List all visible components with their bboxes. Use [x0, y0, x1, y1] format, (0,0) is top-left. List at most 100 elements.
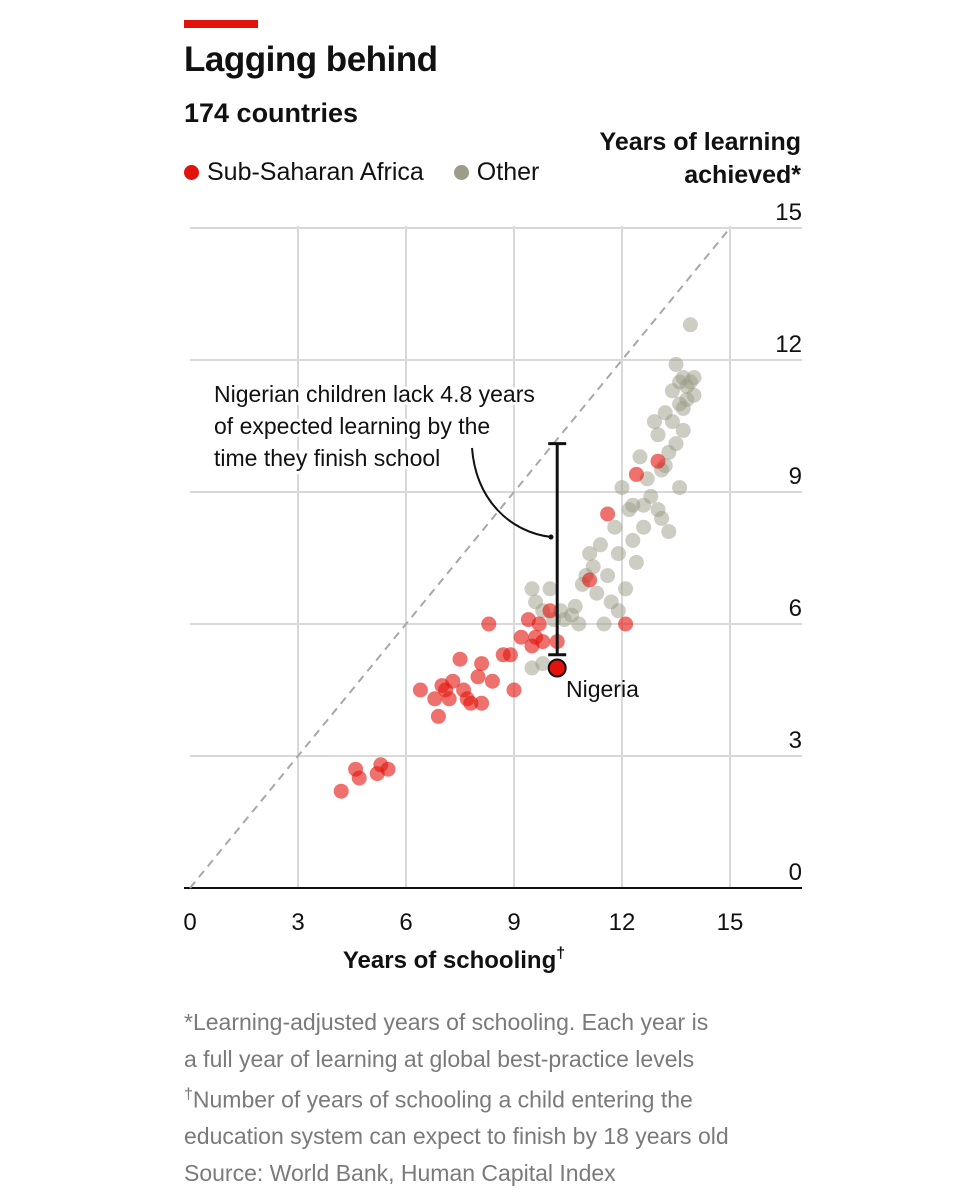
- point-other: [571, 616, 587, 632]
- point-sub-saharan-africa: [535, 634, 551, 650]
- x-tick-label: 3: [291, 909, 304, 936]
- point-other: [535, 656, 551, 672]
- point-other: [625, 497, 641, 513]
- point-other: [582, 546, 598, 562]
- chart-title: Lagging behind: [184, 40, 438, 79]
- footnote-line-2: a full year of learning at global best-p…: [184, 1045, 695, 1072]
- point-sub-saharan-africa: [618, 616, 634, 632]
- y-axis-title: Years of learning achieved*: [600, 126, 801, 192]
- point-other: [589, 585, 605, 601]
- point-sub-saharan-africa: [333, 783, 349, 799]
- nigeria-label: Nigeria: [566, 676, 639, 702]
- point-other: [610, 546, 626, 562]
- point-other: [686, 370, 702, 386]
- point-other: [625, 532, 641, 548]
- y-tick-label: 3: [789, 727, 802, 754]
- point-sub-saharan-africa: [474, 656, 490, 672]
- point-other: [636, 519, 652, 535]
- point-other: [664, 414, 680, 430]
- legend-item-sub-saharan-africa: Sub-Saharan Africa: [184, 158, 424, 187]
- y-tick-label: 12: [775, 331, 802, 358]
- point-other: [542, 581, 558, 597]
- legend-swatch-grey: [453, 165, 469, 180]
- point-other: [607, 519, 623, 535]
- point-sub-saharan-africa: [650, 453, 666, 469]
- dagger-marker: †: [184, 1086, 193, 1103]
- point-other: [600, 568, 616, 584]
- point-other: [618, 581, 634, 597]
- source-note: Source: World Bank, Human Capital Index: [184, 1159, 616, 1186]
- x-tick-label: 15: [717, 909, 744, 936]
- point-other: [672, 480, 688, 496]
- point-sub-saharan-africa: [445, 673, 461, 689]
- point-sub-saharan-africa: [351, 770, 367, 786]
- point-sub-saharan-africa: [463, 695, 479, 711]
- point-sub-saharan-africa: [481, 616, 497, 632]
- point-sub-saharan-africa: [427, 691, 443, 707]
- point-other: [610, 603, 626, 619]
- point-other: [592, 537, 608, 553]
- x-tick-label: 6: [399, 909, 412, 936]
- x-axis-title-marker: †: [556, 945, 565, 962]
- legend-item-other: Other: [453, 158, 540, 187]
- y-tick-label: 0: [789, 859, 802, 886]
- chart-subtitle: 174 countries: [184, 98, 359, 128]
- footnote-line-4: education system can expect to finish by…: [184, 1123, 729, 1150]
- y-tick-label: 15: [775, 199, 802, 226]
- point-sub-saharan-africa: [531, 616, 547, 632]
- y-axis-title-line2: achieved*: [684, 161, 801, 189]
- point-other: [646, 414, 662, 430]
- annotation-leader-dot: [548, 534, 554, 540]
- footnote-line-3: †Number of years of schooling a child en…: [184, 1077, 729, 1118]
- point-sub-saharan-africa: [502, 647, 518, 663]
- point-other: [654, 510, 670, 526]
- legend-label: Other: [476, 158, 540, 186]
- footnotes: *Learning-adjusted years of schooling. E…: [184, 1004, 729, 1191]
- accent-bar: [184, 20, 258, 28]
- point-other: [682, 317, 698, 333]
- parity-diagonal-line: [189, 227, 731, 889]
- x-axis-title: Years of schooling†: [343, 945, 565, 974]
- point-other: [628, 554, 644, 570]
- x-tick-label: 12: [609, 909, 636, 936]
- point-other: [668, 436, 684, 452]
- footnote-line-1: *Learning-adjusted years of schooling. E…: [184, 1009, 709, 1035]
- legend: Sub-Saharan Africa Other: [184, 158, 569, 187]
- point-sub-saharan-africa: [412, 682, 428, 698]
- legend-swatch-red: [184, 165, 199, 180]
- point-other: [686, 387, 702, 403]
- annotation-leader-line: [471, 447, 552, 538]
- point-other: [585, 559, 601, 575]
- point-sub-saharan-africa: [600, 506, 616, 522]
- point-other: [632, 449, 648, 465]
- point-sub-saharan-africa: [628, 466, 644, 482]
- point-other: [661, 524, 677, 540]
- y-tick-label: 6: [789, 595, 802, 622]
- point-sub-saharan-africa: [582, 572, 598, 588]
- x-tick-label: 0: [183, 909, 196, 936]
- x-axis-title-text: Years of schooling: [343, 947, 556, 974]
- point-sub-saharan-africa: [380, 761, 396, 777]
- point-sub-saharan-africa: [474, 695, 490, 711]
- point-other: [650, 427, 666, 443]
- point-other: [596, 616, 612, 632]
- point-sub-saharan-africa: [452, 651, 468, 667]
- nigeria-point: [547, 658, 567, 678]
- footnote-line-3-text: Number of years of schooling a child ent…: [192, 1086, 693, 1113]
- point-sub-saharan-africa: [441, 691, 457, 707]
- x-tick-label: 9: [507, 909, 520, 936]
- point-sub-saharan-africa: [506, 682, 522, 698]
- point-sub-saharan-africa: [513, 629, 529, 645]
- point-other: [567, 598, 583, 614]
- y-tick-label: 9: [789, 463, 802, 490]
- y-axis-title-line1: Years of learning: [599, 128, 801, 156]
- point-other: [643, 488, 659, 504]
- point-other: [524, 581, 540, 597]
- annotation-text-line: time they finish school: [214, 445, 440, 471]
- point-sub-saharan-africa: [542, 603, 558, 619]
- point-sub-saharan-africa: [484, 673, 500, 689]
- annotation-text-line: of expected learning by the: [214, 413, 490, 439]
- point-other: [668, 356, 684, 372]
- legend-label: Sub-Saharan Africa: [207, 158, 424, 186]
- point-other: [614, 480, 630, 496]
